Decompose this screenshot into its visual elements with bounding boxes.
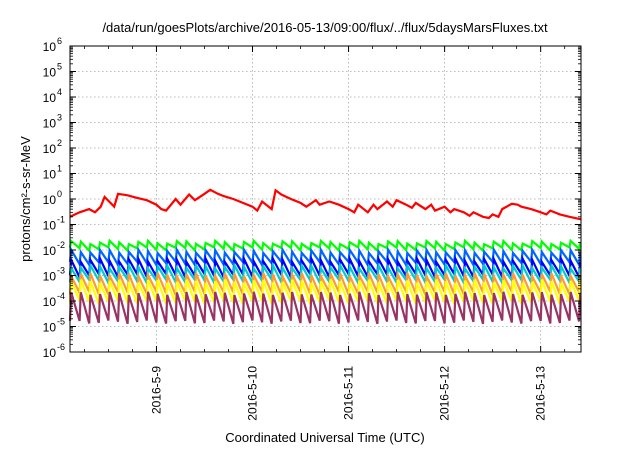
x-tick-label: 2016-5-13: [534, 366, 548, 421]
y-tick-label: 10: [43, 346, 57, 360]
y-tick-label: 10: [43, 295, 57, 309]
y-tick-exponent: -5: [57, 317, 65, 327]
y-tick-exponent: 6: [57, 36, 62, 46]
y-tick-label: 10: [43, 219, 57, 233]
x-axis-title: Coordinated Universal Time (UTC): [225, 430, 424, 445]
x-tick-label: 2016-5-11: [342, 366, 356, 420]
series-line-7: [68, 279, 582, 305]
y-tick-exponent: -1: [57, 215, 65, 225]
y-tick-label: 10: [43, 270, 57, 284]
y-tick-label: 10: [43, 244, 57, 258]
series-line-5: [68, 261, 582, 287]
y-tick-label: 10: [43, 117, 57, 131]
y-tick-exponent: -6: [57, 342, 65, 352]
y-tick-exponent: 3: [57, 113, 62, 123]
series-line-4: [68, 254, 582, 282]
y-tick-exponent: 0: [57, 189, 62, 199]
series-line-6: [68, 270, 582, 298]
y-tick-label: 10: [43, 142, 57, 156]
y-tick-exponent: -4: [57, 291, 65, 301]
x-tick-label: 2016-5-9: [149, 366, 163, 414]
y-tick-exponent: -2: [57, 240, 65, 250]
tick-layer: 10 -610 -510 -410 -310 -210 -110 010 110 210 310 41…: [43, 36, 581, 421]
y-tick-label: 10: [43, 91, 57, 105]
y-tick-label: 10: [43, 66, 57, 80]
series-line-3: [68, 246, 582, 269]
series-layer: [68, 188, 582, 325]
y-tick-label: 10: [43, 193, 57, 207]
y-tick-exponent: 4: [57, 87, 62, 97]
y-tick-exponent: 2: [57, 138, 62, 148]
x-tick-label: 2016-5-12: [438, 366, 452, 421]
y-axis-title: protons/cm²-s-sr-MeV: [18, 136, 33, 262]
y-tick-exponent: -3: [57, 266, 65, 276]
x-tick-label: 2016-5-10: [246, 366, 260, 421]
chart-title: /data/run/goesPlots/archive/2016-05-13/0…: [102, 20, 548, 35]
series-line-2: [68, 238, 582, 254]
y-tick-exponent: 1: [57, 164, 62, 174]
series-line-1: [69, 188, 582, 221]
y-tick-exponent: 5: [57, 62, 62, 72]
y-tick-label: 10: [43, 168, 57, 182]
y-tick-label: 10: [43, 40, 57, 54]
series-line-8: [68, 291, 582, 325]
y-tick-label: 10: [43, 321, 57, 335]
